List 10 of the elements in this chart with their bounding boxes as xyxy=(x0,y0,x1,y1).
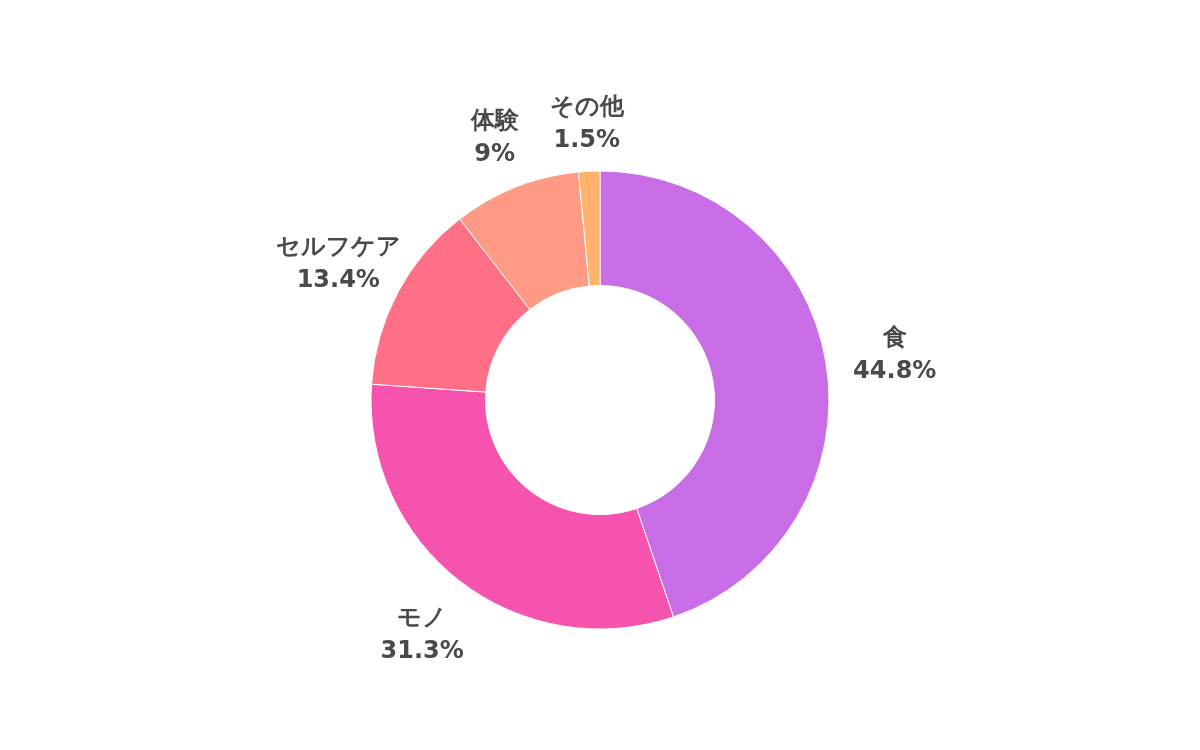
data-label: 13.4% xyxy=(296,265,380,294)
slice-label: 体験 xyxy=(469,105,520,134)
slice-label: セルフケア xyxy=(275,232,401,261)
data-label: 9% xyxy=(474,138,515,167)
slice-label: その他 xyxy=(549,92,625,121)
data-label: 31.3% xyxy=(380,635,464,664)
data-label: 44.8% xyxy=(853,356,937,385)
slice-label: 食 xyxy=(881,323,907,352)
slice-label: モノ xyxy=(397,602,448,631)
data-label: 1.5% xyxy=(553,125,621,154)
